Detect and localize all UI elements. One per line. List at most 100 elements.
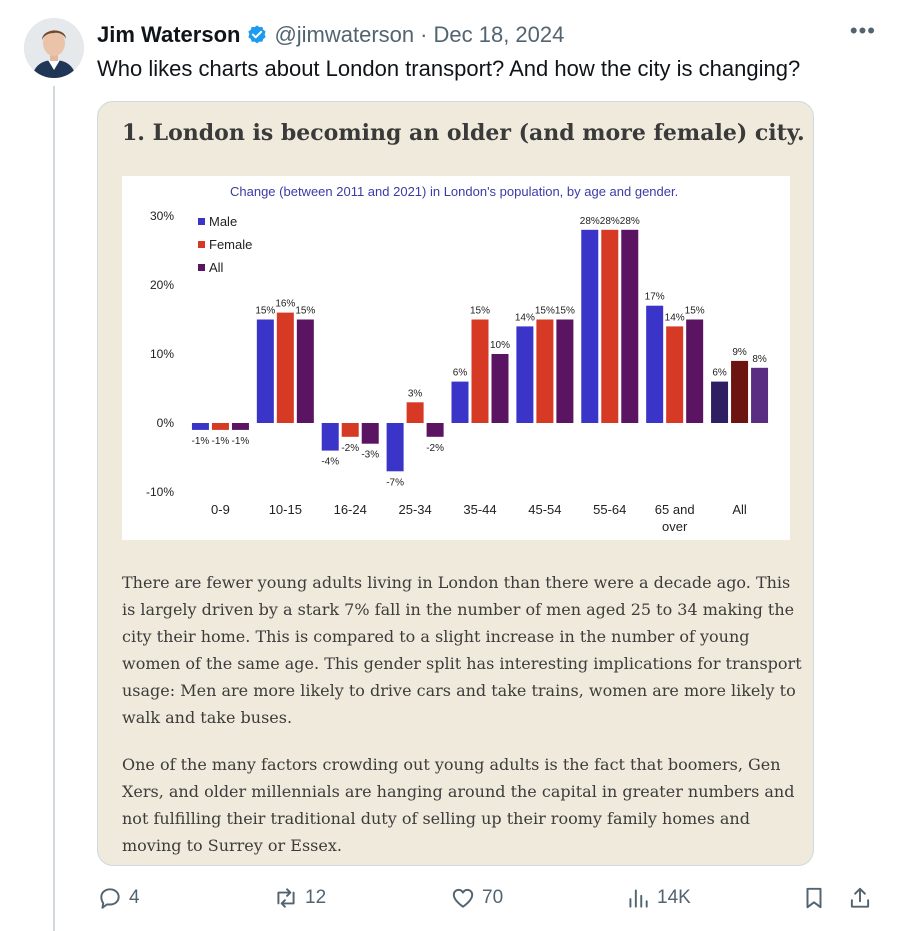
data-label: 28% bbox=[620, 216, 640, 227]
data-label: 6% bbox=[712, 368, 727, 379]
data-label: -7% bbox=[386, 477, 404, 488]
y-tick-label: 0% bbox=[157, 416, 175, 430]
bar-male bbox=[321, 423, 339, 451]
bar-female bbox=[276, 312, 294, 423]
bar-female bbox=[406, 402, 424, 423]
header-separator: · bbox=[420, 22, 428, 47]
avatar[interactable] bbox=[24, 18, 84, 78]
data-label: -1% bbox=[192, 436, 210, 447]
tweet-text: Who likes charts about London transport?… bbox=[97, 56, 801, 81]
bar-all bbox=[426, 423, 444, 437]
bar-male bbox=[256, 319, 274, 423]
data-label: 15% bbox=[685, 306, 705, 317]
data-label: 15% bbox=[295, 306, 315, 317]
chart-container: Change (between 2011 and 2021) in London… bbox=[122, 176, 790, 540]
data-label: -3% bbox=[361, 450, 379, 461]
repost-button[interactable]: 12 bbox=[273, 885, 326, 911]
views-icon bbox=[629, 889, 648, 908]
chart-title: Change (between 2011 and 2021) in London… bbox=[230, 184, 678, 199]
bar-all bbox=[296, 319, 314, 423]
card-paragraph-1: There are fewer young adults living in L… bbox=[122, 573, 802, 727]
bar-all bbox=[231, 423, 249, 430]
bar-all bbox=[751, 367, 769, 423]
bar-male bbox=[516, 326, 534, 423]
data-label: 9% bbox=[732, 347, 747, 358]
data-label: 16% bbox=[275, 299, 295, 310]
data-label: -2% bbox=[341, 443, 359, 454]
x-tick-label: 16-24 bbox=[334, 502, 367, 517]
reply-count: 4 bbox=[129, 887, 140, 908]
x-tick-label: 25-34 bbox=[398, 502, 431, 517]
avatar-image bbox=[24, 18, 84, 78]
bar-all bbox=[621, 229, 639, 423]
data-label: -2% bbox=[426, 443, 444, 454]
repost-icon bbox=[277, 888, 295, 908]
y-tick-label: 20% bbox=[150, 278, 174, 292]
post-date[interactable]: Dec 18, 2024 bbox=[433, 22, 565, 47]
bar-male bbox=[451, 381, 469, 423]
data-label: -1% bbox=[232, 436, 250, 447]
bar-female bbox=[731, 360, 749, 423]
bar-male bbox=[581, 229, 599, 423]
bar-male bbox=[386, 423, 404, 472]
bar-female bbox=[536, 319, 554, 423]
bar-male bbox=[646, 305, 664, 423]
reply-button[interactable]: 4 bbox=[97, 885, 140, 911]
data-label: 14% bbox=[665, 312, 685, 323]
repost-count: 12 bbox=[305, 887, 327, 908]
author-name[interactable]: Jim Waterson bbox=[97, 22, 241, 47]
data-label: -1% bbox=[212, 436, 230, 447]
bar-male bbox=[711, 381, 729, 423]
x-tick-label: over bbox=[662, 519, 688, 534]
views-count: 14K bbox=[657, 887, 691, 908]
attached-image-card[interactable]: 1. London is becoming an older (and more… bbox=[97, 101, 814, 866]
data-label: -4% bbox=[321, 457, 339, 468]
legend-label: All bbox=[209, 260, 224, 275]
data-label: 28% bbox=[580, 216, 600, 227]
bookmark-icon bbox=[806, 887, 822, 909]
bar-female bbox=[666, 326, 684, 423]
like-button[interactable]: 70 bbox=[450, 885, 503, 911]
bar-all bbox=[361, 423, 379, 444]
bar-chart: Change (between 2011 and 2021) in London… bbox=[146, 184, 769, 534]
legend-swatch bbox=[198, 241, 205, 248]
x-tick-label: 35-44 bbox=[463, 502, 496, 517]
card-paragraph-2: One of the many factors crowding out you… bbox=[122, 755, 795, 855]
views-button[interactable]: 14K bbox=[625, 885, 691, 911]
data-label: 28% bbox=[600, 216, 620, 227]
legend-label: Male bbox=[209, 214, 237, 229]
data-label: 17% bbox=[645, 292, 665, 303]
data-label: 3% bbox=[408, 388, 423, 399]
x-tick-label: 10-15 bbox=[269, 502, 302, 517]
bar-female bbox=[601, 229, 619, 423]
data-label: 15% bbox=[535, 306, 555, 317]
x-tick-label: 65 and bbox=[655, 502, 695, 517]
bar-female bbox=[341, 423, 359, 437]
bar-all bbox=[491, 354, 509, 423]
x-tick-label: 0-9 bbox=[211, 502, 230, 517]
action-bar: 4 12 70 14K bbox=[97, 885, 877, 917]
author-handle[interactable]: @jimwaterson bbox=[274, 22, 415, 47]
bar-male bbox=[191, 423, 209, 430]
thread-line bbox=[53, 86, 55, 931]
data-label: 8% bbox=[752, 354, 767, 365]
data-label: 10% bbox=[490, 340, 510, 351]
y-tick-label: 10% bbox=[150, 347, 174, 361]
bar-female bbox=[471, 319, 489, 423]
bar-all bbox=[556, 319, 574, 423]
more-options-icon[interactable]: ••• bbox=[849, 18, 876, 43]
bar-female bbox=[211, 423, 229, 430]
y-tick-label: -10% bbox=[146, 485, 174, 499]
x-tick-label: 55-64 bbox=[593, 502, 626, 517]
data-label: 15% bbox=[470, 306, 490, 317]
tweet-header: Jim Waterson @jimwaterson · Dec 18, 2024 bbox=[97, 20, 564, 50]
x-tick-label: 45-54 bbox=[528, 502, 561, 517]
legend-label: Female bbox=[209, 237, 252, 252]
share-icon bbox=[850, 887, 870, 908]
share-button[interactable] bbox=[847, 885, 873, 911]
card-title: 1. London is becoming an older (and more… bbox=[122, 120, 805, 146]
data-label: 6% bbox=[453, 368, 468, 379]
data-label: 15% bbox=[255, 306, 275, 317]
bookmark-button[interactable] bbox=[801, 885, 827, 911]
data-label: 15% bbox=[555, 306, 575, 317]
